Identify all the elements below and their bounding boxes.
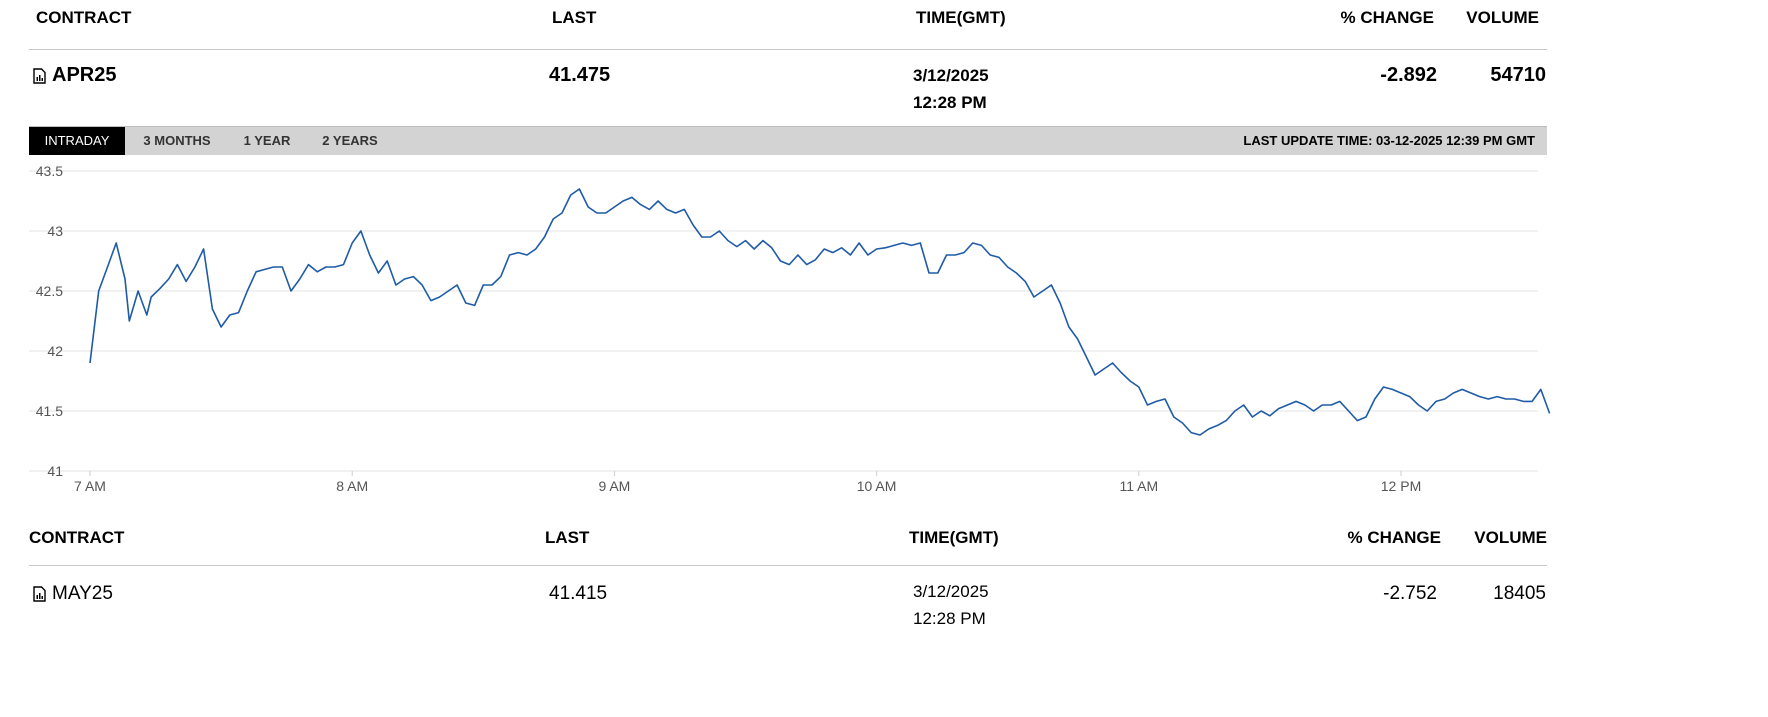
update-time-2: 3/12/2025 12:28 PM bbox=[913, 578, 989, 632]
x-tick-label: 10 AM bbox=[857, 478, 897, 494]
y-tick-label: 42 bbox=[47, 343, 63, 359]
col-header-time: TIME(GMT) bbox=[916, 8, 1006, 27]
tab-2-years[interactable]: 2 YEARS bbox=[322, 133, 378, 148]
pct-change: -2.892 bbox=[1380, 64, 1437, 86]
col-header-pct-change: % CHANGE bbox=[1340, 8, 1434, 27]
header-divider bbox=[29, 49, 1547, 50]
tab-intraday[interactable]: INTRADAY bbox=[29, 127, 125, 155]
update-date: 3/12/2025 bbox=[913, 66, 989, 85]
col-header-volume-2: VOLUME bbox=[1474, 528, 1547, 547]
last-update-time: LAST UPDATE TIME: 03-12-2025 12:39 PM GM… bbox=[1243, 133, 1535, 148]
x-tick-label: 8 AM bbox=[336, 478, 368, 494]
col-header-contract: CONTRACT bbox=[36, 8, 132, 27]
chart-range-tabbar: INTRADAY 3 MONTHS 1 YEAR 2 YEARS LAST UP… bbox=[29, 126, 1547, 155]
col-header-last: LAST bbox=[552, 8, 597, 27]
chart-document-icon bbox=[33, 586, 46, 602]
x-tick-label: 11 AM bbox=[1119, 478, 1158, 494]
x-tick-label: 7 AM bbox=[74, 478, 106, 494]
col-header-contract-2: CONTRACT bbox=[29, 528, 125, 547]
tab-3-months[interactable]: 3 MONTHS bbox=[143, 133, 211, 148]
contract-may25[interactable]: MAY25 bbox=[33, 583, 113, 605]
y-tick-label: 43.5 bbox=[36, 163, 63, 179]
x-tick-label: 12 PM bbox=[1381, 478, 1421, 494]
header-divider-2 bbox=[29, 565, 1547, 566]
pct-change-2: -2.752 bbox=[1383, 583, 1437, 604]
contract-name: MAY25 bbox=[52, 583, 113, 604]
x-tick-label: 9 AM bbox=[598, 478, 630, 494]
volume: 54710 bbox=[1490, 64, 1546, 86]
update-clock-2: 12:28 PM bbox=[913, 609, 986, 628]
price-series-line bbox=[89, 188, 1551, 436]
col-header-pct-change-2: % CHANGE bbox=[1347, 528, 1441, 547]
y-tick-label: 43 bbox=[47, 223, 63, 239]
update-time: 3/12/2025 12:28 PM bbox=[913, 62, 989, 116]
y-tick-label: 42.5 bbox=[36, 283, 63, 299]
update-clock: 12:28 PM bbox=[913, 93, 987, 112]
col-header-last-2: LAST bbox=[545, 528, 590, 547]
tab-1-year[interactable]: 1 YEAR bbox=[243, 133, 291, 148]
update-date-2: 3/12/2025 bbox=[913, 582, 989, 601]
col-header-volume: VOLUME bbox=[1466, 8, 1539, 27]
contract-apr25[interactable]: APR25 bbox=[33, 64, 116, 87]
y-tick-label: 41.5 bbox=[36, 403, 63, 419]
last-price: 41.475 bbox=[549, 64, 611, 86]
last-price-2: 41.415 bbox=[549, 583, 608, 604]
intraday-price-chart: 43.5 43 42.5 42 41.5 41 7 AM 8 AM 9 AM 10 AM 11 AM… bbox=[29, 163, 1551, 494]
chart-document-icon bbox=[33, 67, 46, 84]
contract-name: APR25 bbox=[52, 64, 117, 86]
y-tick-label: 41 bbox=[47, 463, 63, 479]
col-header-time-2: TIME(GMT) bbox=[909, 528, 999, 547]
volume-2: 18405 bbox=[1493, 583, 1546, 604]
